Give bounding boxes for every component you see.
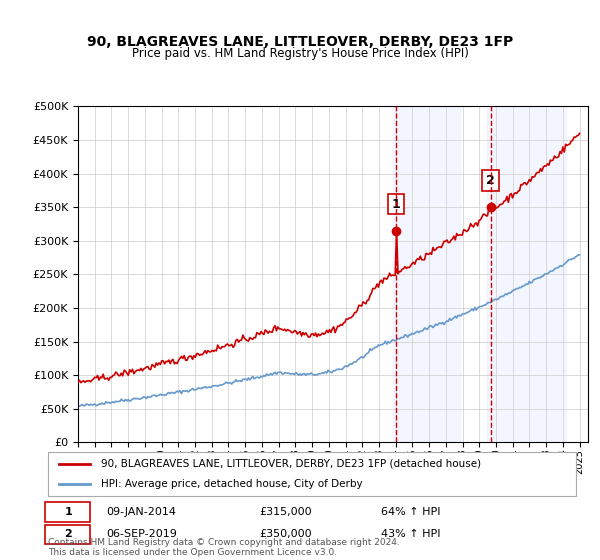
Text: 06-SEP-2019: 06-SEP-2019 [106,529,177,539]
Bar [393,106,460,442]
Text: 43% ↑ HPI: 43% ↑ HPI [380,529,440,539]
Bar [487,106,566,442]
Text: 2: 2 [64,529,72,539]
Text: 64% ↑ HPI: 64% ↑ HPI [380,507,440,517]
Text: 1: 1 [64,507,72,517]
FancyBboxPatch shape [46,502,90,521]
Text: 90, BLAGREAVES LANE, LITTLEOVER, DERBY, DE23 1FP: 90, BLAGREAVES LANE, LITTLEOVER, DERBY, … [87,35,513,49]
FancyBboxPatch shape [46,525,90,544]
Text: 09-JAN-2014: 09-JAN-2014 [106,507,176,517]
Text: 2: 2 [486,174,495,187]
Text: HPI: Average price, detached house, City of Derby: HPI: Average price, detached house, City… [101,479,362,489]
Text: 1: 1 [392,198,401,211]
Text: 90, BLAGREAVES LANE, LITTLEOVER, DERBY, DE23 1FP (detached house): 90, BLAGREAVES LANE, LITTLEOVER, DERBY, … [101,459,481,469]
Text: £350,000: £350,000 [259,529,312,539]
Text: Contains HM Land Registry data © Crown copyright and database right 2024.
This d: Contains HM Land Registry data © Crown c… [48,538,400,557]
Text: Price paid vs. HM Land Registry's House Price Index (HPI): Price paid vs. HM Land Registry's House … [131,47,469,60]
Text: £315,000: £315,000 [259,507,312,517]
FancyBboxPatch shape [48,452,576,496]
